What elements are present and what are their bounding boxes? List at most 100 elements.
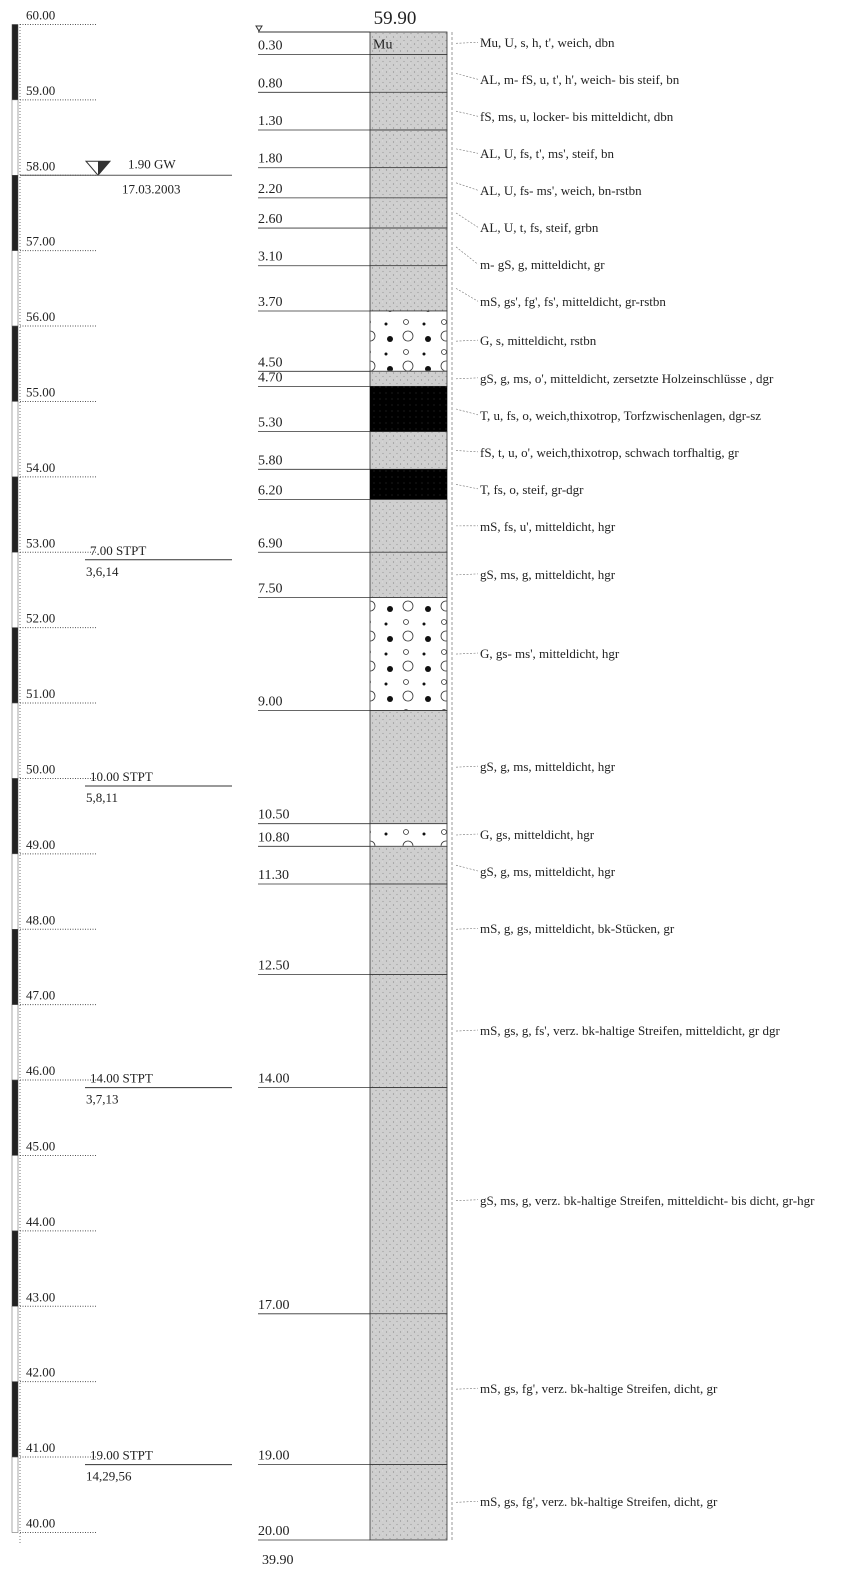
scale-segment <box>12 628 18 703</box>
layer-description: gS, ms, g, mitteldicht, hgr <box>480 564 860 585</box>
leader-line <box>456 409 478 415</box>
scale-segment <box>12 929 18 1004</box>
groundwater-date: 17.03.2003 <box>122 181 181 196</box>
layer-pattern <box>371 198 447 227</box>
layer-description: mS, fs, u', mitteldicht, hgr <box>480 516 860 537</box>
layer-description: mS, gs, fg', verz. bk-haltige Streifen, … <box>480 1378 860 1399</box>
depth-label: 10.50 <box>258 808 290 823</box>
layer-pattern <box>371 1465 447 1539</box>
leader-line <box>456 288 478 301</box>
layer-pattern <box>371 711 447 823</box>
scale-segment <box>12 854 18 929</box>
leader-line <box>456 111 478 116</box>
layer-pattern <box>371 229 447 266</box>
layer-description: mS, gs', fg', fs', mitteldicht, gr-rstbn <box>480 291 860 312</box>
leader-line <box>456 183 478 191</box>
depth-label: 3.70 <box>258 295 283 310</box>
layer-pattern <box>371 500 447 552</box>
elevation-label: 40.00 <box>26 1515 55 1530</box>
spt-blows: 14,29,56 <box>86 1469 132 1484</box>
layer-description: AL, m- fS, u, t', h', weich- bis steif, … <box>480 69 860 90</box>
layer-pattern <box>371 598 447 710</box>
spt-blows: 3,7,13 <box>86 1092 119 1107</box>
leader-line <box>456 865 478 871</box>
layer-description: gS, g, ms, o', mitteldicht, zersetzte Ho… <box>480 368 860 389</box>
elevation-label: 54.00 <box>26 460 55 475</box>
layer-pattern <box>371 131 447 168</box>
leader-line <box>456 1388 478 1389</box>
layer-description: G, s, mitteldicht, rstbn <box>480 330 860 351</box>
scale-segment <box>12 100 18 175</box>
layer-pattern <box>371 975 447 1087</box>
depth-label: 10.80 <box>258 830 290 845</box>
scale-segment <box>12 24 18 99</box>
layer-description: AL, U, fs- ms', weich, bn-rstbn <box>480 180 860 201</box>
elevation-label: 57.00 <box>26 234 55 249</box>
elevation-label: 41.00 <box>26 1440 55 1455</box>
depth-label: 5.30 <box>258 416 283 431</box>
elevation-label: 45.00 <box>26 1138 55 1153</box>
leader-line <box>456 574 478 575</box>
depth-label: 1.30 <box>258 114 283 129</box>
spt-label: 7.00 STPT <box>90 543 146 558</box>
top-elevation: 59.90 <box>374 8 417 29</box>
depth-label: 7.50 <box>258 582 283 597</box>
layer-description: mS, g, gs, mitteldicht, bk-Stücken, gr <box>480 918 860 939</box>
leader-line <box>456 42 478 43</box>
layer-pattern <box>371 1314 447 1464</box>
layer-description: gS, g, ms, mitteldicht, hgr <box>480 861 860 882</box>
scale-segment <box>12 703 18 778</box>
depth-label: 20.00 <box>258 1524 290 1539</box>
leader-line <box>456 340 478 341</box>
layer-description: gS, ms, g, verz. bk-haltige Streifen, mi… <box>480 1190 860 1211</box>
leader-line <box>456 149 478 153</box>
spt-label: 10.00 STPT <box>90 769 153 784</box>
layer-description: G, gs- ms', mitteldicht, hgr <box>480 643 860 664</box>
layer-description: T, u, fs, o, weich,thixotrop, Torfzwisch… <box>480 405 860 426</box>
bottom-elevation: 39.90 <box>262 1553 294 1568</box>
spt-blows: 3,6,14 <box>86 564 119 579</box>
leader-line <box>456 928 478 929</box>
leader-line <box>456 73 478 79</box>
layer-pattern <box>371 168 447 197</box>
elevation-label: 52.00 <box>26 611 55 626</box>
spt-label: 19.00 STPT <box>90 1448 153 1463</box>
elevation-label: 46.00 <box>26 1063 55 1078</box>
scale-segment <box>12 1457 18 1532</box>
depth-label: 12.50 <box>258 959 290 974</box>
depth-label: 17.00 <box>258 1298 290 1313</box>
scale-segment <box>12 326 18 401</box>
elevation-label: 44.00 <box>26 1214 55 1229</box>
elevation-label: 55.00 <box>26 384 55 399</box>
depth-label: 2.20 <box>258 182 283 197</box>
surface-marker <box>256 26 262 31</box>
elevation-label: 51.00 <box>26 686 55 701</box>
elevation-label: 59.00 <box>26 83 55 98</box>
layer-pattern <box>370 469 447 499</box>
spt-blows: 5,8,11 <box>86 790 118 805</box>
layer-pattern <box>371 372 447 386</box>
layer-description: fS, t, u, o', weich,thixotrop, schwach t… <box>480 442 860 463</box>
elevation-label: 49.00 <box>26 837 55 852</box>
elevation-label: 43.00 <box>26 1289 55 1304</box>
scale-segment <box>12 175 18 250</box>
layer-pattern <box>371 432 447 469</box>
elevation-label: 60.00 <box>26 7 55 22</box>
layer-description: mS, gs, g, fs', verz. bk-haltige Streife… <box>480 1020 860 1041</box>
layer-pattern <box>371 885 447 974</box>
layer-description: T, fs, o, steif, gr-dgr <box>480 479 860 500</box>
depth-label: 0.30 <box>258 39 283 54</box>
layer-description: AL, U, t, fs, steif, grbn <box>480 217 860 238</box>
layer-pattern <box>371 847 447 884</box>
spt-label: 14.00 STPT <box>90 1071 153 1086</box>
layer-pattern <box>371 311 447 370</box>
layer-description: m- gS, g, mitteldicht, gr <box>480 254 860 275</box>
depth-label: 6.20 <box>258 483 283 498</box>
layer-description: mS, gs, fg', verz. bk-haltige Streifen, … <box>480 1491 860 1512</box>
layer-description: fS, ms, u, locker- bis mitteldicht, dbn <box>480 106 860 127</box>
depth-label: 2.60 <box>258 212 283 227</box>
elevation-label: 58.00 <box>26 158 55 173</box>
depth-label: 5.80 <box>258 453 283 468</box>
scale-segment <box>12 778 18 853</box>
leader-line <box>456 834 478 835</box>
